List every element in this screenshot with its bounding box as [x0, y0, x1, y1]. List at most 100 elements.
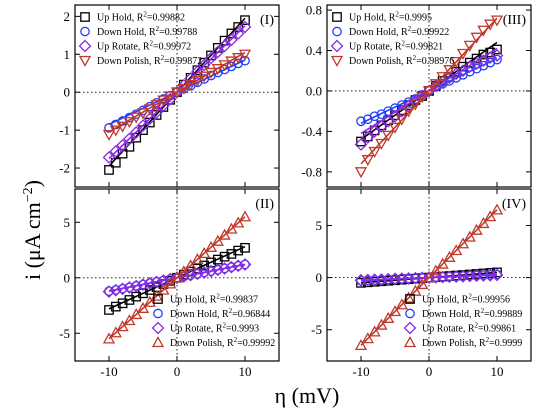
legend-label: Up Rotate, R2=0.99972	[97, 40, 191, 53]
y-tick-label: 0	[316, 270, 323, 285]
data-point	[102, 129, 116, 142]
y-tick-label: 2	[64, 9, 71, 24]
plot-frame	[74, 188, 280, 362]
data-point	[240, 242, 250, 253]
data-point	[477, 54, 490, 67]
x-tick-label: 0	[426, 364, 433, 379]
data-point	[456, 237, 470, 249]
x-axis-title: η (mV)	[275, 383, 340, 408]
data-point	[117, 298, 128, 309]
data-point	[240, 55, 250, 66]
y-tick-label: 0.0	[306, 83, 322, 98]
data-point	[143, 295, 156, 307]
data-point	[206, 266, 216, 276]
x-tick-label: 10	[491, 364, 504, 379]
legend-marker	[151, 336, 165, 348]
data-point	[219, 263, 230, 274]
data-point	[164, 91, 177, 103]
data-point	[136, 108, 150, 120]
legend-label: Up Rotate, R2=0.99821	[349, 40, 443, 53]
data-point	[150, 105, 163, 119]
data-point	[416, 92, 429, 104]
data-point	[233, 260, 244, 271]
legend-marker	[151, 321, 165, 335]
data-point	[184, 259, 197, 271]
y-tick-label: -0.4	[301, 124, 322, 139]
y-tick-label: -5	[311, 322, 322, 337]
data-point	[204, 67, 218, 79]
data-point	[124, 295, 135, 305]
data-point	[218, 39, 231, 53]
data-point	[109, 326, 122, 338]
data-point	[150, 275, 163, 289]
data-point	[238, 49, 252, 61]
data-point	[102, 285, 116, 299]
data-point	[130, 112, 143, 124]
data-point	[198, 71, 211, 83]
data-point	[381, 114, 395, 128]
fit-line	[108, 216, 246, 340]
data-point	[232, 53, 245, 65]
data-point	[233, 245, 244, 256]
legend-label: Down Polish, R2=0.9999	[422, 336, 522, 349]
data-point	[191, 253, 204, 265]
data-point	[456, 48, 470, 60]
data-point	[143, 276, 157, 290]
data-point	[422, 86, 436, 98]
data-point	[211, 64, 224, 76]
data-point	[225, 56, 238, 68]
data-point	[490, 49, 504, 62]
legend-marker	[405, 294, 415, 304]
data-point	[131, 132, 142, 143]
data-point	[110, 301, 121, 312]
legend-marker	[332, 12, 342, 22]
data-point	[191, 75, 204, 87]
legend-marker	[330, 39, 344, 53]
y-tick-label: -2	[59, 161, 70, 176]
data-point	[226, 262, 237, 272]
panel-label: (IV)	[502, 197, 526, 212]
data-point	[102, 151, 116, 164]
data-point	[450, 244, 463, 256]
legend-marker	[405, 308, 415, 319]
data-point	[395, 298, 408, 310]
data-point	[484, 210, 497, 222]
x-tick-label: 10	[239, 364, 252, 379]
data-point	[409, 284, 422, 296]
data-point	[238, 210, 252, 222]
data-point	[211, 263, 225, 277]
data-point	[354, 138, 368, 151]
data-point	[109, 144, 123, 158]
data-point	[124, 141, 135, 152]
data-point	[157, 283, 170, 295]
data-point	[138, 279, 148, 290]
data-point	[225, 33, 238, 47]
data-point	[375, 318, 388, 330]
data-point	[436, 257, 449, 269]
data-point	[483, 51, 497, 64]
data-point	[197, 58, 211, 72]
legend-marker	[403, 336, 417, 348]
data-point	[129, 279, 143, 293]
legend-label: Down Hold, R2=0.99922	[349, 25, 449, 38]
data-point	[354, 167, 368, 179]
legend-marker	[78, 39, 92, 53]
legend-marker	[78, 55, 92, 67]
data-point	[490, 268, 504, 282]
data-point	[450, 56, 463, 69]
legend-label: Up Hold, R2=0.99956	[422, 293, 510, 306]
data-point	[170, 271, 184, 283]
data-point	[422, 271, 436, 283]
data-point	[382, 311, 395, 323]
y-tick-label: 0	[64, 85, 71, 100]
data-point	[388, 122, 402, 134]
data-point	[388, 109, 402, 123]
data-point	[470, 223, 483, 235]
data-point	[463, 40, 476, 52]
data-point	[212, 264, 223, 275]
data-point	[218, 262, 231, 275]
data-point	[231, 259, 245, 273]
